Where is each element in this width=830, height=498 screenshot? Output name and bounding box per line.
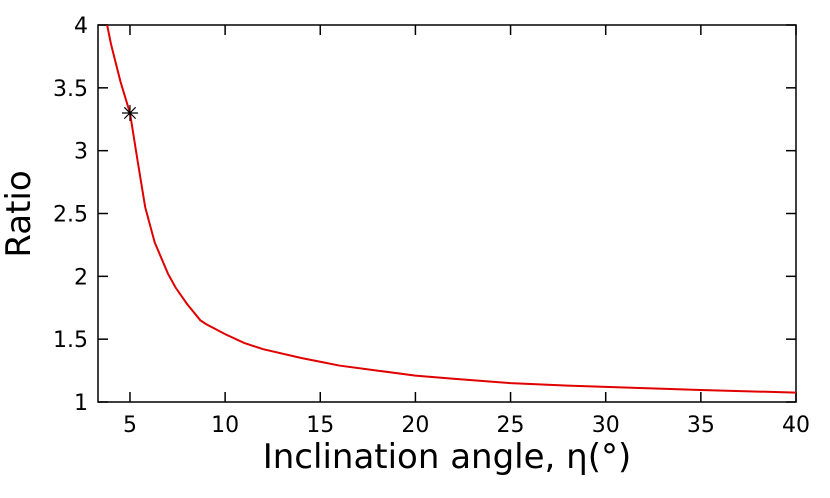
y-tick-label: 1.5 [53, 328, 88, 353]
x-tick-label: 30 [592, 413, 620, 438]
y-tick-label: 2 [74, 265, 88, 290]
y-axis-label: Ratio [0, 170, 39, 257]
y-tick-label: 3.5 [53, 77, 88, 102]
plot-frame [97, 24, 797, 403]
x-tick-label: 5 [123, 413, 137, 438]
line [106, 25, 796, 394]
x-tick-label: 25 [497, 413, 525, 438]
x-tick-label: 35 [687, 413, 715, 438]
x-tick-label: 20 [401, 413, 429, 438]
y-tick-label: 3 [74, 140, 88, 165]
x-tick-label: 40 [782, 413, 810, 438]
x-tick-label: 15 [306, 413, 334, 438]
y-tick-label: 2.5 [53, 203, 88, 228]
x-tick-label: 10 [211, 413, 239, 438]
star-marker [121, 104, 138, 121]
y-tick-label: 4 [74, 14, 88, 39]
x-axis-label: Inclination angle, η(°) [263, 437, 632, 477]
y-tick-label: 1 [74, 391, 88, 416]
